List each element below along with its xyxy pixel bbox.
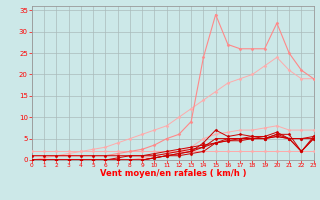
X-axis label: Vent moyen/en rafales ( km/h ): Vent moyen/en rafales ( km/h ) bbox=[100, 169, 246, 178]
